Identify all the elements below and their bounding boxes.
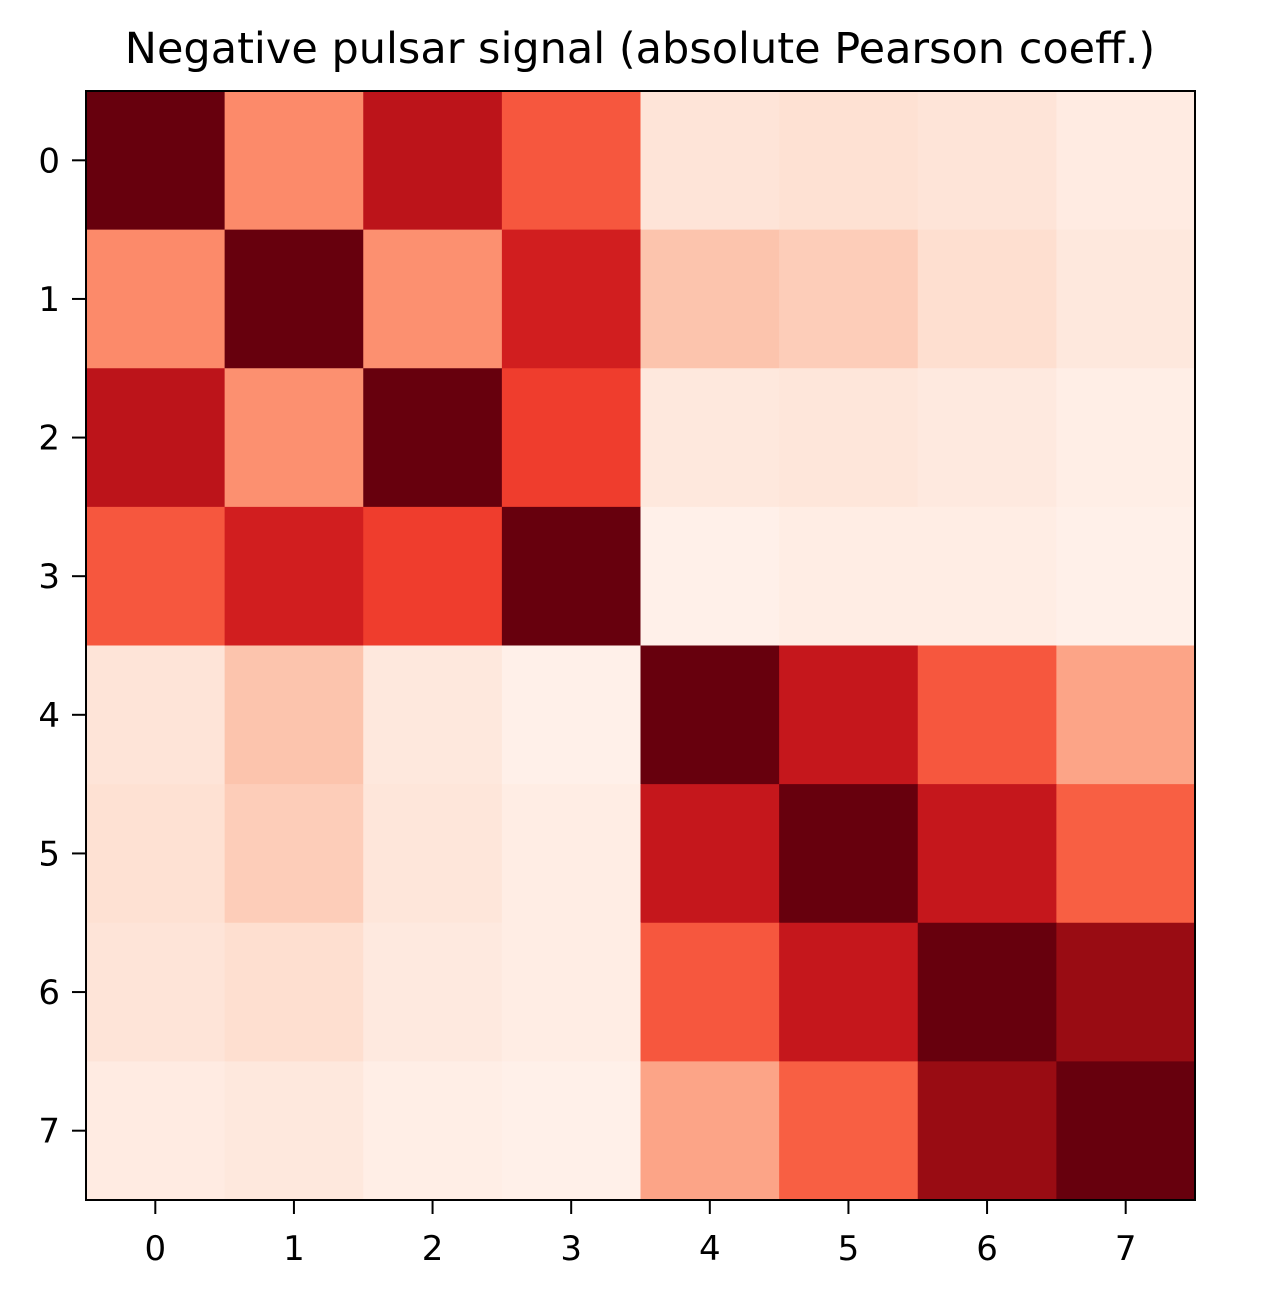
heatmap-cell-5-0 xyxy=(86,784,226,924)
heatmap-cell-2-7 xyxy=(1056,368,1196,508)
heatmap-cell-6-4 xyxy=(640,922,780,1062)
x-tick-label-0: 0 xyxy=(144,1229,166,1269)
heatmap-cell-4-4 xyxy=(640,645,780,785)
heatmap-cell-7-0 xyxy=(86,1061,226,1201)
heatmap-cell-4-3 xyxy=(501,645,642,785)
heatmap-cell-2-0 xyxy=(86,368,226,508)
heatmap-cell-1-2 xyxy=(363,229,503,369)
heatmap-cell-0-7 xyxy=(1056,91,1196,231)
heatmap-cell-6-6 xyxy=(917,922,1057,1062)
x-tick-label-5: 5 xyxy=(838,1229,860,1269)
x-tick-label-3: 3 xyxy=(560,1229,582,1269)
x-tick-label-2: 2 xyxy=(422,1229,444,1269)
chart-title: Negative pulsar signal (absolute Pearson… xyxy=(124,24,1156,74)
heatmap-cell-3-4 xyxy=(640,506,780,647)
y-tick-label-6: 6 xyxy=(38,973,60,1013)
x-tick-label-6: 6 xyxy=(976,1229,998,1269)
heatmap-cell-1-0 xyxy=(86,229,226,369)
heatmap-cell-4-0 xyxy=(86,645,226,785)
x-tick-label-4: 4 xyxy=(699,1229,721,1269)
heatmap-cell-4-1 xyxy=(224,645,364,785)
heatmap-cell-1-1 xyxy=(224,229,364,369)
heatmap-cell-6-5 xyxy=(779,922,919,1062)
x-tick-label-7: 7 xyxy=(1115,1229,1137,1269)
heatmap-cell-0-1 xyxy=(224,91,364,231)
heatmap-cell-0-5 xyxy=(779,91,919,231)
y-tick-label-3: 3 xyxy=(38,557,60,597)
heatmap-cell-3-7 xyxy=(1056,506,1196,647)
axes-frame xyxy=(85,90,1196,1201)
heatmap-cell-3-2 xyxy=(363,506,503,647)
y-tick-label-5: 5 xyxy=(38,834,60,874)
x-tick-label-1: 1 xyxy=(283,1229,305,1269)
heatmap-cell-1-7 xyxy=(1056,229,1196,369)
heatmap-cell-4-6 xyxy=(917,645,1057,785)
heatmap-cell-3-0 xyxy=(86,506,226,647)
heatmap-cell-0-6 xyxy=(917,91,1057,231)
heatmap-cell-1-6 xyxy=(917,229,1057,369)
heatmap-cell-3-3 xyxy=(501,506,642,647)
heatmap-cell-2-4 xyxy=(640,368,780,508)
heatmap-cell-3-1 xyxy=(224,506,364,647)
heatmap-cell-7-6 xyxy=(917,1061,1057,1201)
heatmap-cell-5-4 xyxy=(640,784,780,924)
y-tick-label-4: 4 xyxy=(38,696,60,736)
heatmap-cell-5-6 xyxy=(917,784,1057,924)
y-tick-label-1: 1 xyxy=(38,280,60,320)
heatmap-cell-5-5 xyxy=(779,784,919,924)
heatmap-cell-0-2 xyxy=(363,91,503,231)
y-tick-label-0: 0 xyxy=(38,141,60,181)
heatmap-cell-1-5 xyxy=(779,229,919,369)
heatmap-cell-0-0 xyxy=(86,91,226,231)
heatmap-cell-7-1 xyxy=(224,1061,364,1201)
heatmap-cell-2-1 xyxy=(224,368,364,508)
heatmap-cell-0-3 xyxy=(501,91,642,231)
heatmap-cell-2-2 xyxy=(363,368,503,508)
heatmap-cell-4-5 xyxy=(779,645,919,785)
heatmap-cell-5-2 xyxy=(363,784,503,924)
heatmap-cell-2-3 xyxy=(501,368,642,508)
heatmap-cell-7-5 xyxy=(779,1061,919,1201)
axis-ticks: 0 1 2 3 4 5 6 7 0 1 2 3 4 5 6 7 xyxy=(38,141,1136,1269)
heatmap-cells xyxy=(86,91,1196,1201)
heatmap-cell-5-3 xyxy=(501,784,642,924)
heatmap-cell-7-7 xyxy=(1056,1061,1196,1201)
heatmap-cell-4-7 xyxy=(1056,645,1196,785)
heatmap-cell-4-2 xyxy=(363,645,503,785)
heatmap-cell-2-5 xyxy=(779,368,919,508)
heatmap-cell-6-1 xyxy=(224,922,364,1062)
heatmap-cell-7-3 xyxy=(501,1061,642,1201)
y-tick-label-7: 7 xyxy=(38,1112,60,1152)
heatmap-cell-7-2 xyxy=(363,1061,503,1201)
heatmap-cell-2-6 xyxy=(917,368,1057,508)
heatmap-cell-0-4 xyxy=(640,91,780,231)
heatmap-cell-1-3 xyxy=(501,229,642,369)
heatmap-cell-3-6 xyxy=(917,506,1057,647)
y-tick-label-2: 2 xyxy=(38,419,60,459)
heatmap-cell-7-4 xyxy=(640,1061,780,1201)
heatmap-cell-5-1 xyxy=(224,784,364,924)
heatmap-cell-6-7 xyxy=(1056,922,1196,1062)
heatmap-cell-3-5 xyxy=(779,506,919,647)
heatmap-cell-6-3 xyxy=(501,922,642,1062)
heatmap-cell-6-0 xyxy=(86,922,226,1062)
heatmap-cell-5-7 xyxy=(1056,784,1196,924)
heatmap-cell-1-4 xyxy=(640,229,780,369)
heatmap-cell-6-2 xyxy=(363,922,503,1062)
